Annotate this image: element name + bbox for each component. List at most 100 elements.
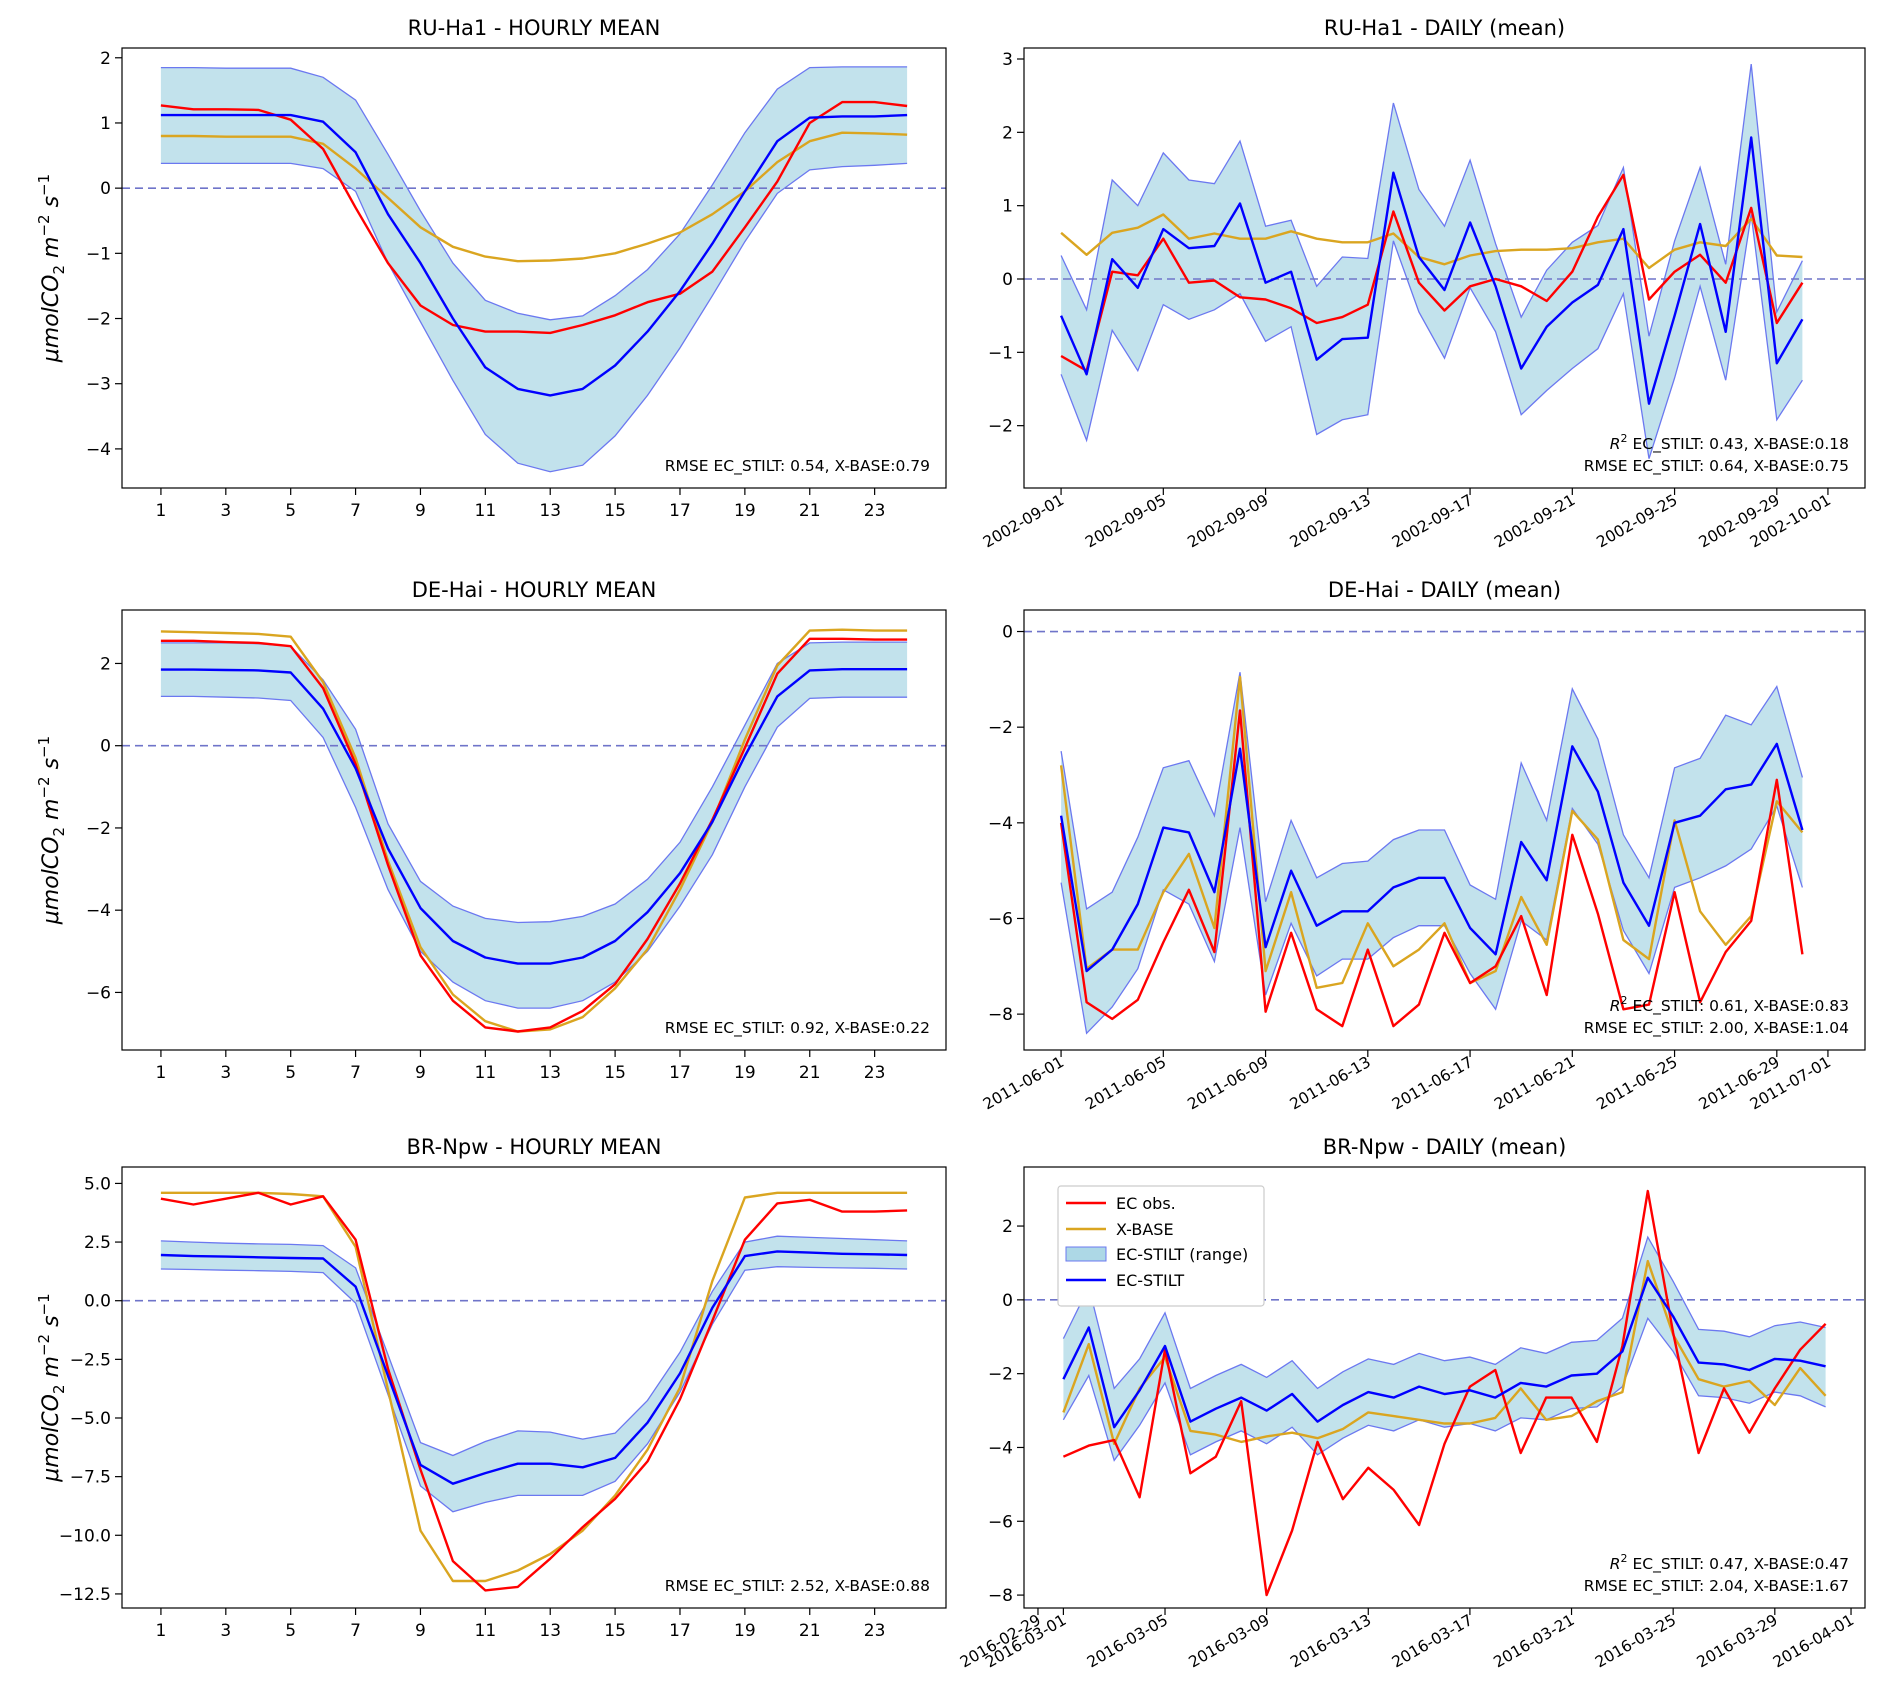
y-tick-label: 2.5: [84, 1233, 111, 1253]
y-tick-label: 0: [100, 737, 111, 757]
y-tick-label: −4: [988, 814, 1013, 834]
y-tick-label: 3: [1002, 50, 1013, 70]
axes-frame: [121, 47, 947, 489]
legend: EC obs. X-BASE EC-STILT (range) EC-STILT: [1057, 1185, 1265, 1307]
axes-frame: [121, 609, 947, 1051]
x-tick-label: 11: [475, 501, 497, 521]
series-xbase-line: [1062, 1259, 1827, 1446]
panel-4: −12.5−10.0−7.5−5.0−2.50.02.55.01 3 5 7 9 11 13…: [35, 1135, 947, 1641]
stilt-range-max-line: [1062, 1235, 1826, 1390]
x-tick-label: 7: [350, 1621, 361, 1641]
x-tick-date-label: 2002-09-21: [1491, 491, 1578, 552]
x-tick-label: 5: [285, 1063, 296, 1083]
y-tick-label: −1: [86, 244, 111, 264]
x-tick-date-label: 2016-04-01: [1770, 1611, 1857, 1672]
ylabel-unit: μmolCO: [39, 837, 64, 926]
stilt-range-band: [160, 642, 908, 1009]
ylabel-subscript: 2: [50, 1384, 68, 1394]
x-tick-label: 1: [156, 1063, 167, 1083]
x-tick-label: 1: [156, 501, 167, 521]
x-tick-label: 15: [604, 1063, 626, 1083]
annotation-text: EC_STILT: 0.61, X-BASE:0.83: [1628, 997, 1849, 1016]
y-tick-label: 0: [100, 179, 111, 199]
series-ec-stilt-line: [160, 668, 908, 965]
stilt-range-min-line: [160, 162, 908, 473]
series-ec-stilt-line: [1062, 1276, 1826, 1429]
y-tick-label: −2: [86, 819, 111, 839]
x-tick-label: 9: [415, 1621, 426, 1641]
panel-title: DE-Hai - DAILY (mean): [1328, 578, 1561, 602]
x-tick-date-label: 2011-06-25: [1594, 1053, 1681, 1114]
x-tick-label: 17: [669, 501, 691, 521]
y-tick-label: −6: [86, 983, 111, 1003]
y-tick-label: −2.5: [70, 1350, 111, 1370]
series-ec-stilt-line: [1059, 136, 1804, 405]
y-tick-label: 2: [100, 49, 111, 69]
x-tick-date-label: 2002-09-17: [1389, 491, 1476, 552]
ylabel-s: s: [39, 758, 64, 776]
y-tick-label: 2: [1002, 1217, 1013, 1237]
y-axis-label: μmolCO2 m−2 s−1: [35, 174, 68, 363]
annotation-text: EC_STILT: 0.47, X-BASE:0.47: [1628, 1555, 1849, 1574]
series-ec-stilt-line: [160, 113, 908, 397]
stats-annotation: R2 EC_STILT: 0.43, X-BASE:0.18: [1610, 432, 1849, 454]
x-tick-label: 19: [734, 1621, 756, 1641]
ylabel-subscript: 2: [50, 265, 68, 275]
stats-annotation: RMSE EC_STILT: 0.92, X-BASE:0.22: [665, 1019, 930, 1038]
x-tick-label: 3: [220, 1063, 231, 1083]
y-tick-label: 1: [1002, 197, 1013, 217]
legend-label-xbase: X-BASE: [1116, 1220, 1174, 1239]
x-tick-label: 19: [734, 501, 756, 521]
y-tick-label: 1: [100, 114, 111, 134]
ylabel-s: s: [39, 196, 64, 214]
x-tick-label: 11: [475, 1063, 497, 1083]
stilt-range-band: [1061, 672, 1803, 1034]
series-ec-obs-line: [1060, 173, 1804, 372]
ylabel-exp1: −2: [35, 214, 53, 236]
legend-frame: [1057, 1185, 1265, 1307]
y-tick-label: −10.0: [59, 1526, 111, 1546]
ylabel-exp2: −1: [35, 174, 53, 196]
r-exponent: 2: [1621, 994, 1628, 1007]
stats-annotation: RMSE EC_STILT: 2.00, X-BASE:1.04: [1584, 1019, 1849, 1038]
y-tick-label: 0: [1002, 1291, 1013, 1311]
ylabel-subscript: 2: [50, 827, 68, 837]
ylabel-exp2: −1: [35, 736, 53, 758]
x-tick-date-label: 2011-06-17: [1389, 1053, 1476, 1114]
series-xbase-line: [1060, 213, 1803, 270]
x-tick-date-label: 2011-06-13: [1287, 1053, 1374, 1114]
x-tick-label: 9: [415, 501, 426, 521]
x-tick-label: 19: [734, 1063, 756, 1083]
series-ec-stilt-line: [1059, 742, 1804, 973]
y-tick-label: −8: [988, 1586, 1013, 1606]
x-tick-date-label: 2002-09-09: [1185, 491, 1272, 552]
stats-annotation: R2 EC_STILT: 0.61, X-BASE:0.83: [1610, 994, 1849, 1016]
x-tick-label: 23: [864, 501, 886, 521]
x-tick-label: 5: [285, 501, 296, 521]
x-tick-date-label: 2016-03-05: [1084, 1611, 1171, 1672]
r-symbol: R: [1610, 997, 1621, 1015]
y-tick-label: 5.0: [84, 1174, 111, 1194]
x-tick-date-label: 2016-03-09: [1186, 1611, 1273, 1672]
stats-annotation: RMSE EC_STILT: 0.64, X-BASE:0.75: [1584, 457, 1849, 476]
y-tick-label: −1: [988, 343, 1013, 363]
x-tick-label: 21: [799, 1621, 821, 1641]
ylabel-exp1: −2: [35, 1334, 53, 1356]
panel-title: RU-Ha1 - HOURLY MEAN: [408, 16, 661, 40]
stilt-range-min-line: [160, 695, 908, 1009]
series-ec-obs-line: [1062, 1189, 1827, 1597]
x-tick-date-label: 2002-09-05: [1082, 491, 1169, 552]
x-tick-date-label: 2016-03-21: [1491, 1611, 1578, 1672]
annotation-text: EC_STILT: 0.43, X-BASE:0.18: [1628, 435, 1849, 454]
y-tick-label: −7.5: [70, 1468, 111, 1488]
x-tick-label: 7: [350, 1063, 361, 1083]
legend-label-ec-obs: EC obs.: [1116, 1194, 1176, 1213]
x-tick-label: 5: [285, 1621, 296, 1641]
series-xbase-line: [160, 1191, 908, 1583]
panel-title: BR-Npw - DAILY (mean): [1323, 1135, 1567, 1159]
panel-title: RU-Ha1 - DAILY (mean): [1324, 16, 1565, 40]
x-tick-label: 3: [220, 501, 231, 521]
y-tick-label: −2: [988, 1365, 1013, 1385]
